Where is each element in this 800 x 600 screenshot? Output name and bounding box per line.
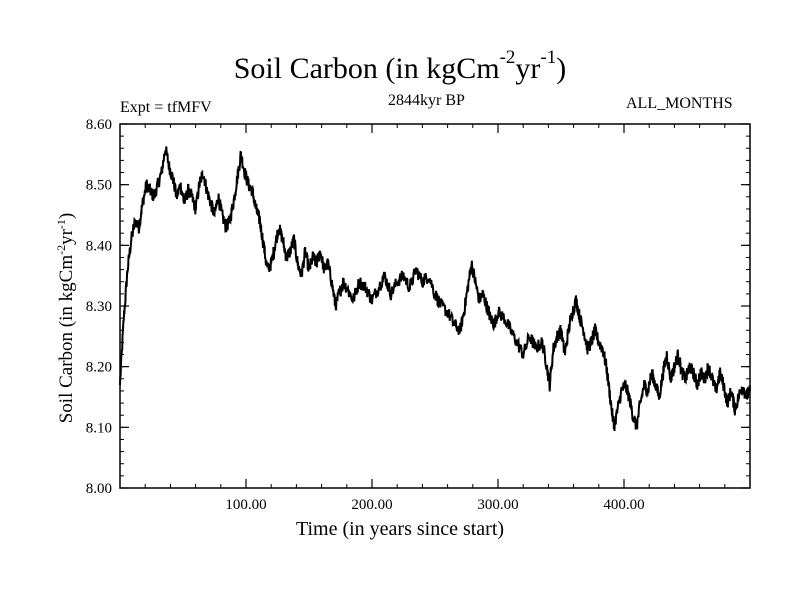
chart-title-mid: yr <box>515 52 541 85</box>
y-tick-label: 8.30 <box>86 299 112 315</box>
chart-title-exp1: -2 <box>499 47 516 68</box>
y-axis-label-exp1: -2 <box>53 244 68 255</box>
y-axis-label-main: Soil Carbon (in kgCm <box>56 254 78 424</box>
y-tick-label: 8.00 <box>86 481 112 497</box>
months-label: ALL_MONTHS <box>626 95 733 112</box>
series-line-soil-carbon <box>119 146 751 432</box>
x-tick-label: 100.00 <box>225 497 266 513</box>
y-axis-label: Soil Carbon (in kgCm-2yr-1) <box>54 213 78 424</box>
y-axis-label-end: ) <box>56 212 78 220</box>
y-tick-label: 8.40 <box>86 238 112 254</box>
chart-title-end: ) <box>556 52 567 85</box>
chart-title-exp2: -1 <box>540 47 557 68</box>
y-tick-label: 8.50 <box>86 178 112 194</box>
y-tick-label: 8.20 <box>86 360 112 376</box>
x-axis-label: Time (in years since start) <box>295 518 505 540</box>
x-tick-label: 400.00 <box>603 497 644 513</box>
experiment-label: Expt = tfMFV <box>120 99 212 116</box>
x-tick-label: 300.00 <box>477 497 518 513</box>
y-axis-label-exp2: -1 <box>53 219 68 230</box>
y-axis-label-mid: yr <box>56 229 78 245</box>
plot-frame <box>119 123 751 489</box>
tick-layer: 8.00 8.10 8.20 8.30 8.40 8.50 8.60 100.00 200.00… <box>86 117 750 513</box>
period-label: 2844kyr BP <box>388 92 465 109</box>
y-tick-label: 8.60 <box>86 117 112 133</box>
y-tick-label: 8.10 <box>86 420 112 436</box>
chart-title: Soil Carbon (in kgCm-2yr-1) <box>0 48 800 85</box>
x-tick-label: 200.00 <box>351 497 392 513</box>
chart-title-main: Soil Carbon (in kgCm <box>233 52 500 85</box>
